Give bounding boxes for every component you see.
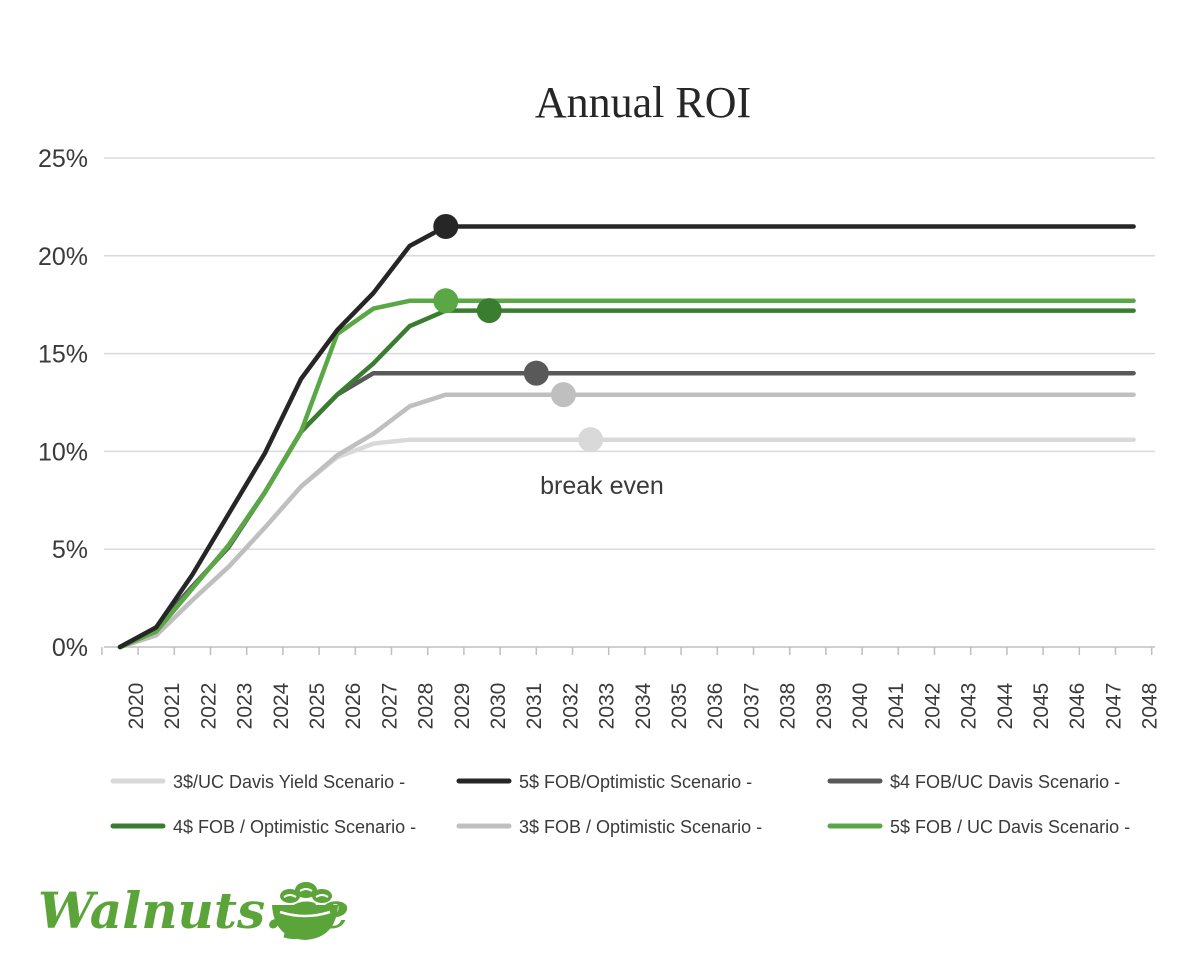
x-tick-label: 2029 — [451, 683, 474, 730]
break-even-marker — [476, 298, 502, 324]
x-tick-label: 2023 — [234, 683, 257, 730]
x-tick-label: 2044 — [994, 682, 1017, 729]
legend-label: 3$/UC Davis Yield Scenario - — [173, 772, 405, 792]
series-line — [117, 224, 1136, 650]
x-tick-label: 2031 — [523, 683, 546, 730]
y-tick-label: 20% — [38, 243, 88, 271]
series-line — [117, 437, 1136, 650]
chart-title: Annual ROI — [535, 78, 751, 127]
break-even-marker — [433, 213, 459, 239]
y-tick-label: 15% — [38, 341, 88, 369]
x-axis: 2020 2021 2022 2023 2024 2025 2026 2027 2028 2029… — [101, 646, 1162, 730]
x-tick-label: 2041 — [885, 683, 908, 730]
break-even-marker — [433, 288, 459, 314]
x-tick-label: 2025 — [306, 683, 329, 730]
x-tick-label: 2043 — [958, 683, 981, 730]
break-even-marker — [550, 382, 576, 408]
x-tick-label: 2021 — [161, 683, 184, 730]
x-tick-label: 2036 — [704, 683, 727, 730]
break-even-marker — [578, 427, 604, 453]
y-tick-label: 5% — [52, 536, 88, 564]
legend-label: 4$ FOB / Optimistic Scenario - — [173, 817, 416, 837]
y-axis-ticks: 0% 5% 10% 15% 20% 25% — [38, 145, 88, 662]
gridlines — [104, 157, 1155, 550]
legend-label: 5$ FOB / UC Davis Scenario - — [890, 817, 1130, 837]
series-lines — [117, 224, 1136, 650]
x-tick-label: 2022 — [197, 683, 220, 730]
legend-label: 5$ FOB/Optimistic Scenario - — [519, 772, 752, 792]
x-tick-label: 2037 — [740, 683, 763, 730]
x-tick-label: 2035 — [668, 683, 691, 730]
x-tick-label: 2026 — [342, 683, 365, 730]
x-tick-label: 2020 — [125, 683, 148, 730]
x-tick-label: 2039 — [813, 683, 836, 730]
series-line — [117, 392, 1136, 650]
series-line — [117, 370, 1136, 650]
series-line — [117, 298, 1136, 650]
x-tick-label: 2032 — [559, 683, 582, 730]
x-tick-label: 2034 — [632, 682, 655, 729]
y-tick-label: 0% — [52, 634, 88, 662]
legend-label: 3$ FOB / Optimistic Scenario - — [519, 817, 762, 837]
x-tick-label: 2030 — [487, 683, 510, 730]
x-tick-label: 2042 — [921, 683, 944, 730]
break-even-annotation: break even — [540, 472, 664, 500]
legend: 3$/UC Davis Yield Scenario - 4$ FOB / Opt… — [110, 772, 1130, 837]
x-tick-label: 2038 — [777, 683, 800, 730]
x-tick-label: 2040 — [849, 683, 872, 730]
x-tick-label: 2045 — [1030, 683, 1053, 730]
break-even-marker — [523, 360, 549, 386]
bowl-icon — [272, 882, 338, 940]
x-tick-label: 2027 — [378, 683, 401, 730]
break-even-markers — [433, 213, 604, 453]
legend-label: $4 FOB/UC Davis Scenario - — [890, 772, 1120, 792]
x-tick-label: 2028 — [415, 683, 438, 730]
y-tick-label: 25% — [38, 145, 88, 173]
x-tick-label: 2024 — [270, 682, 293, 729]
x-tick-label: 2046 — [1066, 683, 1089, 730]
x-tick-label: 2047 — [1102, 683, 1125, 730]
x-tick-label: 2033 — [596, 683, 619, 730]
y-tick-label: 10% — [38, 438, 88, 466]
walnuts-logo: Walnuts.ge — [38, 881, 349, 940]
x-tick-label: 2048 — [1139, 683, 1162, 730]
